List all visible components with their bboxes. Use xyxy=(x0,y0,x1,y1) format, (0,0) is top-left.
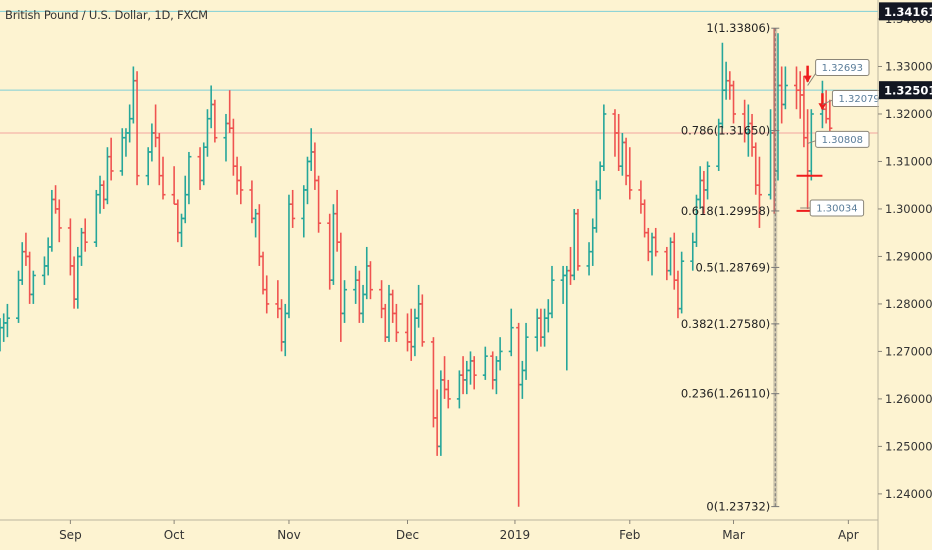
ohlc-bar xyxy=(731,80,737,124)
ohlc-bar xyxy=(549,265,555,319)
ohlc-bar xyxy=(290,189,296,228)
ohlc-bar xyxy=(679,251,685,314)
ohlc-bar xyxy=(808,109,814,181)
price-tick-label: 1.31000 xyxy=(885,154,932,168)
ohlc-bar xyxy=(393,303,399,342)
ohlc-bar xyxy=(56,199,62,243)
fib-level-label: 1(1.33806) xyxy=(706,21,770,35)
ohlc-bar xyxy=(601,104,607,171)
price-tick-label: 1.28000 xyxy=(885,297,932,311)
ohlc-bar xyxy=(482,346,488,380)
ohlc-bar xyxy=(316,175,322,233)
time-tick-label: Dec xyxy=(396,528,419,542)
price-tick-label: 1.25000 xyxy=(885,439,932,453)
ohlc-bar xyxy=(212,99,218,143)
down-arrow-head xyxy=(803,75,812,83)
time-axis[interactable]: Sep Oct Nov Dec 2019 Feb Mar Apr xyxy=(59,520,859,542)
ohlc-bar xyxy=(238,166,244,205)
ohlc-bar xyxy=(30,270,36,304)
price-badge xyxy=(879,2,932,21)
ohlc-bar xyxy=(342,280,348,323)
down-arrow-head xyxy=(818,103,827,111)
chart-title: British Pound / U.S. Dollar, 1D, FXCM xyxy=(5,8,208,22)
price-axis[interactable]: 1.340001.330001.320001.310001.300001.290… xyxy=(878,0,932,550)
ohlc-bar xyxy=(705,161,711,200)
price-tick-label: 1.24000 xyxy=(885,487,932,501)
price-badge-label: 1.34161 xyxy=(884,5,932,19)
fib-level-label: 0.382(1.27580) xyxy=(681,317,770,331)
ohlc-bar xyxy=(471,356,477,390)
price-tick-label: 1.27000 xyxy=(885,344,932,358)
ohlc-bars-layer xyxy=(0,28,833,507)
ohlc-bar xyxy=(108,137,114,181)
ohlc-bar xyxy=(782,66,788,110)
callout-box xyxy=(809,199,865,217)
ohlc-bar xyxy=(186,151,192,205)
fibonacci-layer: 1(1.33806) 0.786(1.31650) 0.618(1.29958) 0.… xyxy=(681,21,780,514)
annotations-layer: 1.32693 1.32079 1.30808 1.30034 xyxy=(796,58,887,217)
time-tick-label: Mar xyxy=(722,528,745,542)
ohlc-bar xyxy=(653,227,659,257)
fib-level-label: 0(1.23732) xyxy=(706,500,770,514)
fib-level-label: 0.618(1.29958) xyxy=(681,204,770,218)
ohlc-bar xyxy=(134,71,140,186)
ohlc-bar xyxy=(367,261,373,300)
fib-level-label: 0.786(1.31650) xyxy=(681,124,770,138)
price-tick-label: 1.33000 xyxy=(885,59,932,73)
time-tick-label: Nov xyxy=(277,528,300,542)
price-tick-label: 1.30000 xyxy=(885,202,932,216)
fib-level-label: 0.5(1.28769) xyxy=(695,260,770,274)
price-tick-label: 1.26000 xyxy=(885,392,932,406)
ohlc-bar xyxy=(4,303,10,338)
fib-level-label: 0.236(1.26110) xyxy=(681,387,770,401)
ohlc-bar xyxy=(756,156,762,228)
ohlc-bar xyxy=(82,218,88,252)
ohlc-bar xyxy=(264,275,270,314)
ohlc-bar xyxy=(575,208,581,271)
horizontal-lines-layer xyxy=(0,10,878,134)
time-tick-label: Sep xyxy=(59,528,82,542)
callout-label: 1.32693 xyxy=(822,63,863,74)
callout-label: 1.30808 xyxy=(822,135,863,146)
callout-label: 1.30034 xyxy=(816,204,857,215)
time-tick-label: Apr xyxy=(838,528,859,542)
time-tick-label: Feb xyxy=(619,528,640,542)
price-badge xyxy=(879,81,932,100)
ohlc-bar xyxy=(508,308,514,357)
ohlc-bar xyxy=(419,294,425,347)
callout-label: 1.32079 xyxy=(838,94,879,105)
ohlc-bar xyxy=(160,156,166,200)
price-tick-label: 1.32000 xyxy=(885,107,932,121)
callout-box xyxy=(815,130,870,148)
ohlc-bar xyxy=(627,147,633,200)
ohlc-bar xyxy=(523,322,529,380)
ohlc-bar xyxy=(445,379,451,409)
price-tick-label: 1.29000 xyxy=(885,249,932,263)
ohlc-bar xyxy=(497,337,503,371)
price-badge-label: 1.32501 xyxy=(884,84,932,98)
time-tick-label: 2019 xyxy=(500,528,531,542)
time-tick-label: Oct xyxy=(164,528,185,542)
callout-box xyxy=(815,58,870,76)
